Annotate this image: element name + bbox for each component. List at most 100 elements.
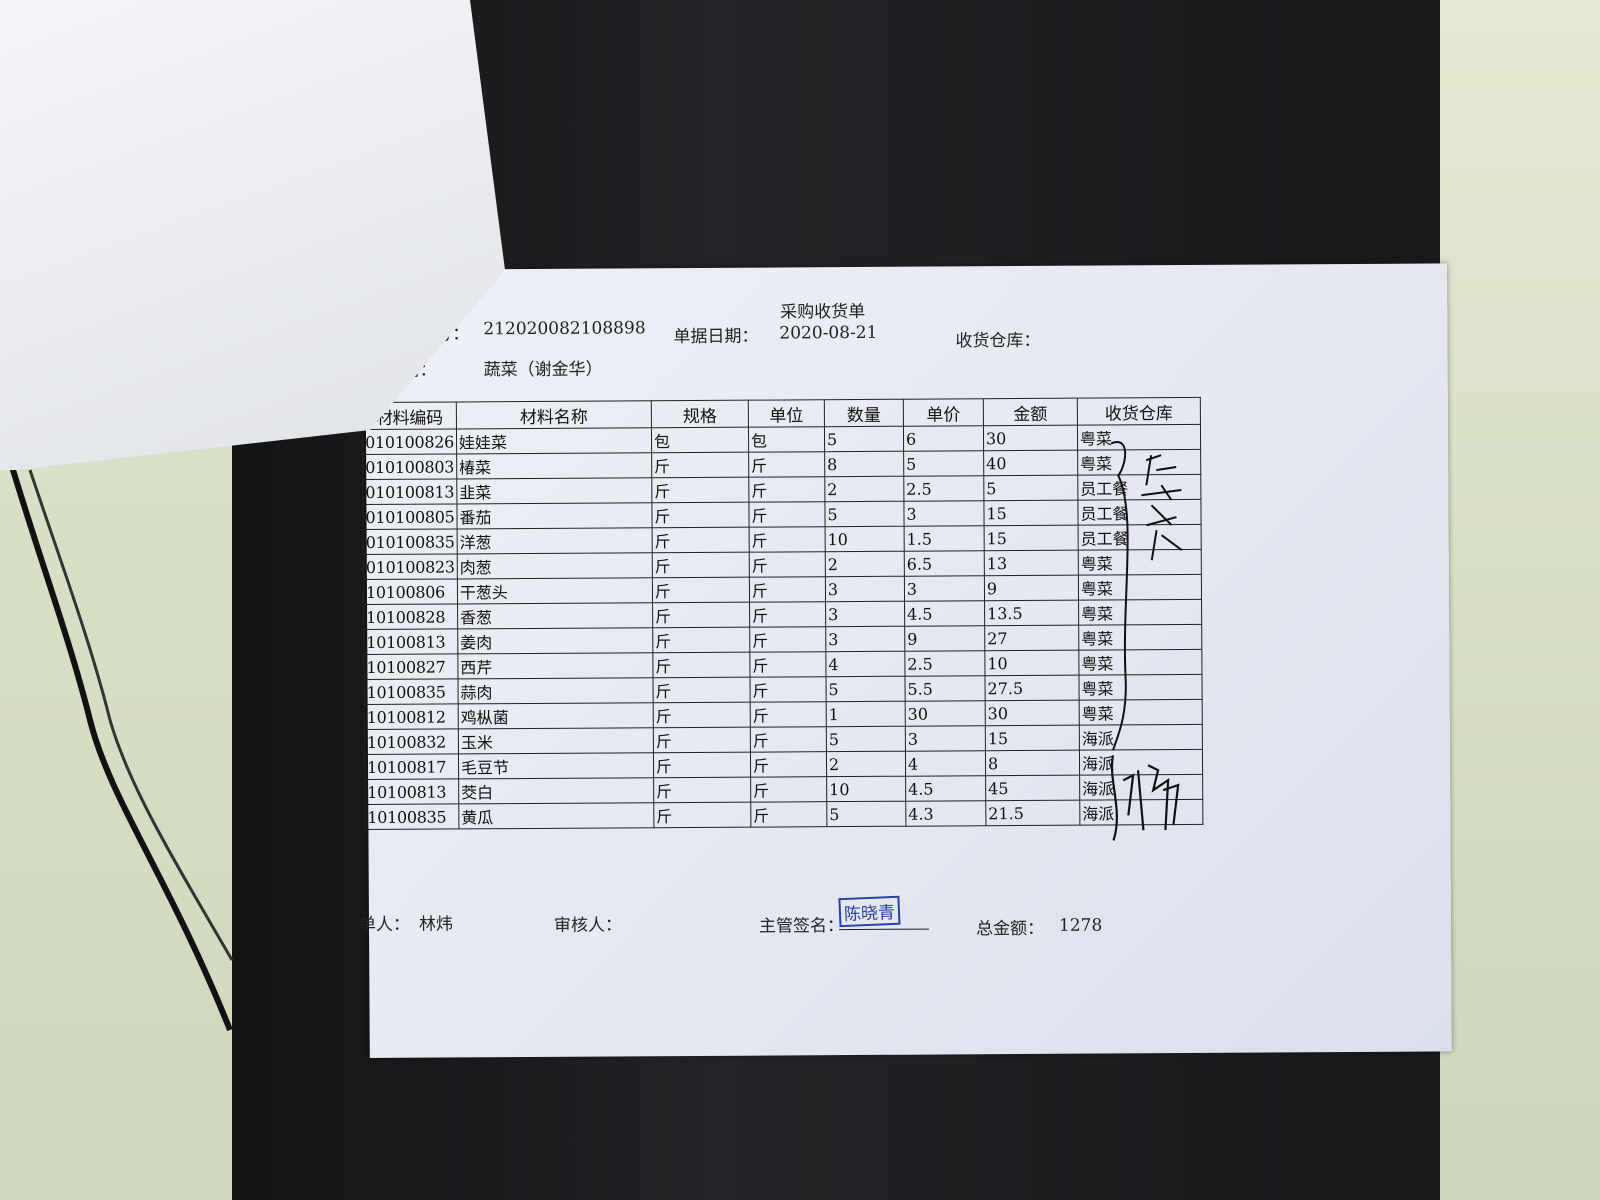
cell-qty: 2 [826,751,906,777]
cell-price: 30 [905,700,986,727]
cell-spec: 斤 [652,627,750,653]
date-label: 单据日期： [673,326,759,348]
cell-spec: 斤 [653,777,751,803]
cell-spec: 斤 [651,452,749,478]
cell-name: 洋葱 [457,527,653,554]
cell-qty: 5 [826,801,906,827]
cell-unit: 包 [748,426,825,453]
cell-unit: 斤 [750,726,827,753]
cell-spec: 斤 [652,677,751,703]
cell-code: 010100805 [362,503,458,530]
cell-name: 香葱 [457,602,653,629]
cell-price: 2.5 [904,650,985,677]
cell-amount: 27 [984,625,1079,651]
cell-amount: 30 [985,700,1080,726]
cell-code: 010100813 [362,478,457,505]
table-row: 10100835 黄瓜斤斤 5 4.3 21.5 海派 [364,799,1203,830]
cell-name: 姜肉 [457,627,653,654]
cell-price: 6.5 [904,550,985,577]
cell-qty: 1 [826,701,906,727]
total-label: 总金额： [975,918,1045,940]
cell-spec: 斤 [653,752,751,778]
cell-qty: 3 [825,601,905,627]
warehouse-label: 收货仓库： [955,330,1041,352]
cell-spec: 斤 [652,552,750,578]
cell-code: 010100803 [362,453,457,480]
cell-amount: 5 [983,475,1078,501]
cell-qty: 5 [824,501,904,527]
supplier: 蔬菜（谢金华） [483,359,603,381]
cell-spec: 斤 [652,652,750,678]
cell-name: 蒜肉 [457,677,654,704]
cell-amount: 21.5 [985,800,1080,826]
cell-spec: 斤 [653,802,751,828]
cell-price: 3 [903,500,984,527]
cell-name: 干葱头 [457,577,653,604]
total-amount: 1278 [1058,915,1103,936]
cell-price: 4 [905,750,986,777]
col-header-price: 单价 [903,398,984,427]
supervisor-stamp: 陈晓青 [838,895,901,928]
cell-name: 毛豆节 [458,752,654,779]
cell-name: 椿菜 [456,452,652,479]
cell-name: 鸡枞菌 [458,702,654,729]
cell-price: 1.5 [903,525,985,552]
cell-amount: 40 [983,450,1078,476]
cell-qty: 2 [824,476,904,502]
cell-code: 10100813 [363,628,458,655]
cell-amount: 30 [983,425,1078,451]
cell-spec: 斤 [652,577,750,603]
cell-unit: 斤 [750,701,827,728]
cell-unit: 斤 [748,501,825,528]
cell-qty: 8 [824,451,904,477]
cell-price: 4.5 [904,600,985,627]
cell-unit: 斤 [750,776,827,803]
cell-amount: 27.5 [984,675,1080,701]
handwritten-signature [1110,755,1180,841]
maker: 林炜 [418,914,454,935]
cell-amount: 15 [983,525,1079,551]
cell-price: 3 [904,575,985,602]
cell-amount: 13.5 [984,600,1079,626]
cell-qty: 2 [825,551,905,577]
cell-qty: 3 [825,576,905,602]
cell-qty: 3 [825,626,905,652]
receipt-document: 采购收货单 号： 212020082108898 单据日期： 2020-08-2… [359,263,1452,1058]
cell-code: 10100835 [364,803,459,830]
col-header-amount: 金额 [983,398,1078,426]
reviewer-label: 审核人： [553,915,623,936]
cell-name: 黄瓜 [458,802,654,829]
signature-line [839,928,930,931]
cell-unit: 斤 [749,626,826,653]
cell-name: 茭白 [458,777,654,804]
cell-unit: 斤 [749,601,826,628]
cell-code: 10100832 [364,728,459,755]
cell-code: 010100826 [362,428,457,455]
col-header-warehouse: 收货仓库 [1077,397,1201,426]
cable [7,459,234,1032]
cell-name: 番茄 [456,502,653,529]
cell-amount: 9 [984,575,1079,601]
cell-amount: 45 [985,775,1080,801]
cell-price: 3 [905,725,986,752]
cell-amount: 15 [985,725,1080,751]
cell-amount: 10 [984,650,1079,676]
cell-amount: 13 [984,550,1079,576]
cell-name: 娃娃菜 [456,427,652,454]
cell-spec: 斤 [653,702,751,728]
date: 2020-08-21 [779,322,878,344]
cell-spec: 斤 [653,727,751,753]
wall-background-right [1440,0,1600,1200]
cell-qty: 10 [826,776,906,802]
maker-label: 单人： [358,914,411,936]
document-title: 采购收货单 [780,301,866,323]
col-header-name: 材料名称 [456,400,652,429]
cell-price: 4.3 [905,800,986,827]
cell-unit: 斤 [749,651,826,678]
col-header-qty: 数量 [824,399,904,427]
cell-unit: 斤 [750,801,827,828]
cell-spec: 包 [651,427,749,453]
cell-code: 10100827 [363,653,458,680]
cell-unit: 斤 [749,576,826,603]
cell-price: 6 [903,425,984,452]
